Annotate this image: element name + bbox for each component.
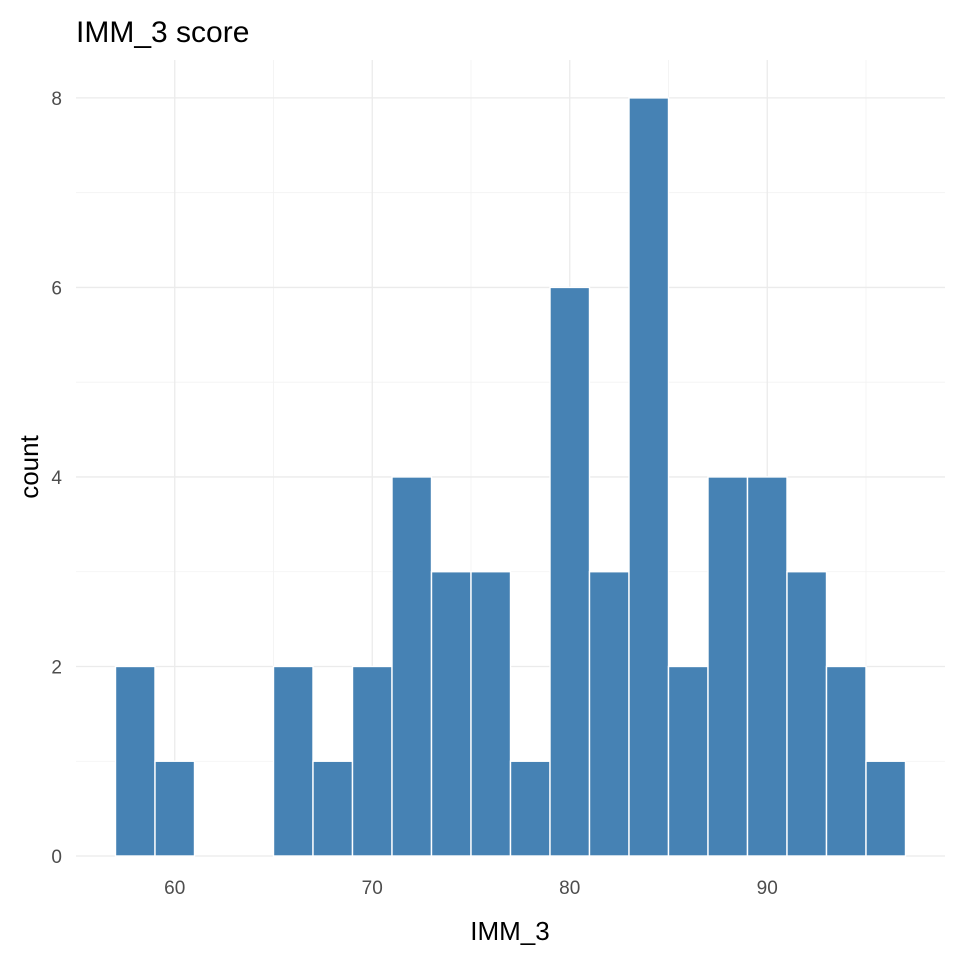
y-axis-ticks: 0 2 4 6 8 <box>51 89 62 868</box>
x-tick-label: 60 <box>164 878 185 899</box>
histogram-bar <box>549 286 591 857</box>
histogram-bar <box>351 665 393 857</box>
histogram-bar <box>509 760 551 857</box>
histogram-bar <box>430 571 472 857</box>
histogram-bar <box>628 97 670 857</box>
histogram-bar <box>391 476 433 857</box>
y-tick-label: 4 <box>51 468 62 489</box>
x-axis-ticks: 60 70 80 90 <box>164 878 778 899</box>
chart-title: IMM_3 score <box>76 16 249 49</box>
histogram-bar <box>707 476 749 857</box>
histogram-bar <box>667 665 709 857</box>
histogram-bar <box>746 476 788 857</box>
histogram-bar <box>786 571 828 857</box>
y-axis-title: count <box>14 434 44 498</box>
histogram-bar <box>470 571 512 857</box>
y-tick-label: 6 <box>51 278 62 299</box>
x-axis-title: IMM_3 <box>470 916 549 946</box>
histogram-bar <box>588 571 630 857</box>
x-tick-label: 80 <box>559 878 580 899</box>
x-tick-label: 70 <box>362 878 383 899</box>
histogram-bar <box>272 665 314 857</box>
histogram-bar <box>865 760 907 857</box>
y-tick-label: 2 <box>51 657 62 678</box>
y-tick-label: 0 <box>51 847 62 868</box>
histogram-bar <box>825 665 867 857</box>
histogram-bars <box>114 97 907 857</box>
y-tick-label: 8 <box>51 89 62 110</box>
histogram-bar <box>114 665 156 857</box>
x-tick-label: 90 <box>757 878 778 899</box>
histogram-bar <box>312 760 354 857</box>
histogram-bar <box>154 760 196 857</box>
